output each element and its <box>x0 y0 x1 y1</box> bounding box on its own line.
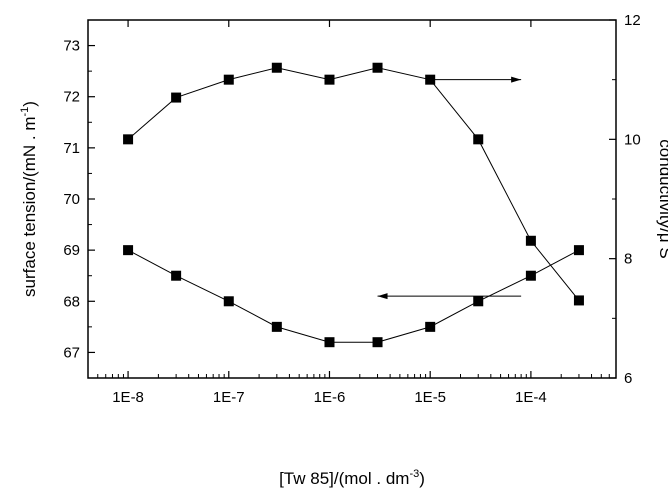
y-right-tick-label: 12 <box>624 12 641 29</box>
series-left-marker <box>372 337 383 348</box>
series-left-marker <box>123 245 134 256</box>
x-tick-label: 1E-5 <box>414 389 446 406</box>
series-left-marker <box>573 245 584 256</box>
series-left-arrow-head <box>377 293 388 300</box>
series-left-marker <box>171 270 182 281</box>
left-axis-title: surface tension/(mN . m-1) <box>19 101 39 297</box>
x-axis-title-suffix: ) <box>419 469 425 488</box>
series-right-marker <box>473 134 484 145</box>
series-right-marker <box>271 62 282 73</box>
y-left-tick-label: 67 <box>63 344 80 361</box>
series-right-marker <box>324 74 335 85</box>
series-left-line <box>127 249 580 343</box>
y-left-tick-label: 73 <box>63 38 80 55</box>
arrows <box>377 76 522 300</box>
series-lines <box>127 67 580 343</box>
series-right-line <box>127 67 580 301</box>
left-axis-title-suffix: ) <box>20 101 39 107</box>
right-axis-title-prefix: conductivity/ <box>656 139 668 233</box>
y-left-tick-label: 71 <box>63 140 80 157</box>
x-tick-label: 1E-8 <box>112 389 144 406</box>
series-right-marker <box>171 92 182 103</box>
series-right-marker <box>223 74 234 85</box>
left-axis-title-prefix: surface tension/(mN . m <box>20 117 39 297</box>
series-right-marker <box>425 74 436 85</box>
x-axis-title-sup: -3 <box>409 468 419 480</box>
series-right-arrow-head <box>511 76 522 83</box>
x-axis-title: [Tw 85]/(mol . dm-3) <box>279 468 425 488</box>
left-axis-title-sup: -1 <box>19 107 31 117</box>
y-left-tick-label: 69 <box>63 242 80 259</box>
right-axis-title-suffix: S <box>656 243 668 259</box>
series-left-marker <box>223 296 234 307</box>
series-left-marker <box>425 321 436 332</box>
series-left-marker <box>525 270 536 281</box>
y-left-tick-label: 72 <box>63 89 80 106</box>
x-tick-label: 1E-7 <box>213 389 245 406</box>
y-right-tick-label: 10 <box>624 131 641 148</box>
series-left-marker <box>324 337 335 348</box>
series-right-marker <box>372 62 383 73</box>
right-axis-title: conductivity/μ S <box>656 139 668 258</box>
y-left-tick-label: 70 <box>63 191 80 208</box>
y-right-tick-label: 6 <box>624 370 632 387</box>
y-left-tick-label: 68 <box>63 293 80 310</box>
series-right-marker <box>123 134 134 145</box>
series-right-marker <box>573 295 584 306</box>
x-tick-label: 1E-6 <box>314 389 346 406</box>
series-right-marker <box>525 235 536 246</box>
y-right-tick-label: 8 <box>624 251 632 268</box>
x-axis-title-prefix: [Tw 85]/(mol . dm <box>279 469 409 488</box>
x-tick-label: 1E-4 <box>515 389 547 406</box>
right-axis-title-mu: μ <box>656 233 668 243</box>
series-markers <box>123 62 584 348</box>
series-left-marker <box>271 321 282 332</box>
series-left-marker <box>473 296 484 307</box>
